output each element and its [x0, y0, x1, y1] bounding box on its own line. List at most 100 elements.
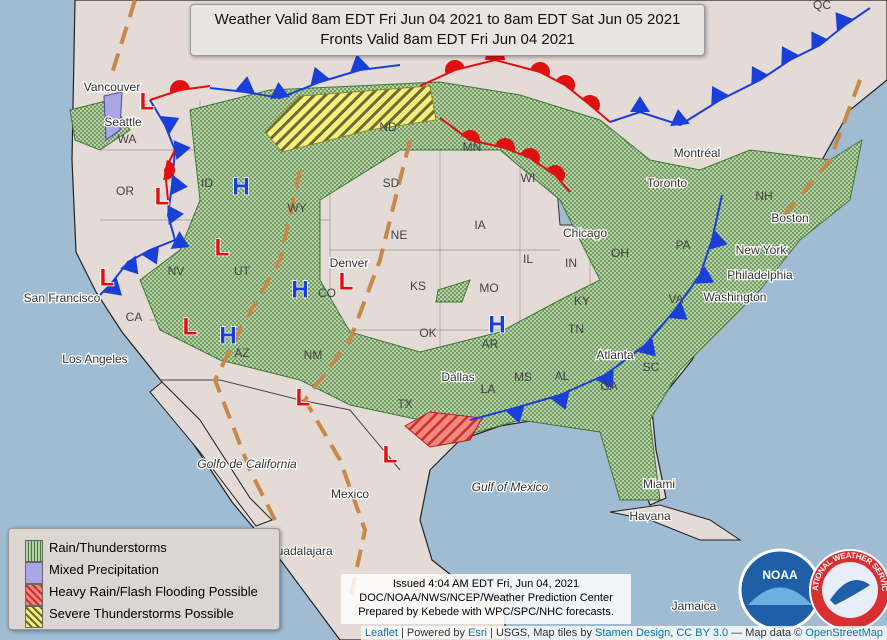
state-label: MO: [479, 281, 498, 295]
noaa-text: NOAA: [762, 568, 798, 582]
legend-swatch: [25, 539, 43, 562]
pressure-center: L: [296, 384, 311, 411]
place-label: Philadelphia: [727, 268, 793, 282]
place-label: Dallas: [441, 370, 474, 384]
state-label: IA: [474, 218, 485, 232]
state-label: TN: [568, 322, 584, 336]
place-label: Montréal: [674, 146, 721, 160]
place-label: Chicago: [563, 226, 607, 240]
legend-label: Severe Thunderstorms Possible: [49, 605, 234, 621]
state-label: CO: [318, 286, 336, 300]
place-label: Havana: [629, 509, 671, 523]
title-line: Fronts Valid 8am EDT Fri Jun 04 2021: [320, 31, 575, 48]
place-label: Toronto: [647, 176, 687, 190]
place-label: Atlanta: [596, 348, 634, 362]
attribution-link[interactable]: CC BY 3.0: [676, 627, 729, 639]
place-label: Boston: [771, 211, 808, 225]
attribution-link[interactable]: Leaflet: [364, 627, 398, 639]
attribution-link[interactable]: OpenStreetMap: [805, 627, 883, 639]
attribution-text: ,: [670, 627, 677, 639]
legend-item: Heavy Rain/Flash Flooding Possible: [17, 580, 279, 606]
pressure-center: L: [339, 268, 354, 295]
state-label: NV: [168, 264, 185, 278]
place-label: Los Angeles: [62, 352, 127, 366]
place-label: Jamaica: [672, 599, 717, 613]
legend-label: Heavy Rain/Flash Flooding Possible: [49, 583, 258, 599]
place-label: Vancouver: [84, 80, 140, 94]
legend-swatch: [25, 605, 43, 628]
state-label: AZ: [234, 346, 249, 360]
state-label: OK: [419, 326, 436, 340]
state-label: CA: [126, 310, 143, 324]
state-label: SC: [643, 360, 660, 374]
baja: [149, 381, 273, 527]
state-label: KY: [574, 294, 590, 308]
state-label: PA: [675, 238, 690, 252]
state-label: NE: [391, 228, 408, 242]
state-label: MS: [514, 370, 532, 384]
place-label: New York: [736, 243, 788, 257]
pressure-center: L: [383, 441, 398, 468]
state-label: QC: [813, 0, 831, 12]
legend-item: Mixed Precipitation: [17, 558, 279, 584]
state-label: WI: [521, 171, 536, 185]
state-label: WY: [287, 201, 306, 215]
place-label: Guadalajara: [267, 544, 333, 558]
pressure-center: L: [155, 183, 170, 210]
state-label: ND: [379, 120, 397, 134]
title-box: Weather Valid 8am EDT Fri Jun 04 2021 to…: [190, 4, 705, 56]
pressure-center: H: [488, 311, 505, 338]
issued-line: Prepared by Kebede with WPC/SPC/NHC fore…: [358, 606, 614, 618]
state-label: KS: [410, 279, 426, 293]
fronts: [99, 7, 871, 424]
legend-label: Mixed Precipitation: [49, 561, 159, 577]
issued-box: Issued 4:04 AM EDT Fri, Jun 04, 2021 DOC…: [341, 574, 631, 624]
place-label: Denver: [330, 256, 369, 270]
legend-swatch: [25, 561, 43, 584]
pressure-center: L: [100, 264, 115, 291]
attribution-text: — Map data ©: [728, 627, 806, 639]
noaa-logo: NOAA: [738, 548, 822, 632]
place-label: San Francisco: [24, 291, 101, 305]
attribution-text: | USGS, Map tiles by: [487, 627, 596, 639]
legend-swatch: [25, 583, 43, 606]
state-label: UT: [234, 264, 251, 278]
attribution: Leaflet | Powered by Esri | USGS, Map ti…: [360, 626, 887, 640]
legend-label: Rain/Thunderstorms: [49, 539, 167, 555]
place-label: Miami: [643, 477, 675, 491]
cuba: [609, 504, 742, 541]
place-label: Mexico: [331, 487, 369, 501]
state-label: GA: [600, 379, 617, 393]
state-label: VA: [668, 292, 683, 306]
pressure-center: L: [183, 313, 198, 340]
state-label: NM: [304, 348, 323, 362]
issued-line: Issued 4:04 AM EDT Fri, Jun 04, 2021: [392, 578, 580, 590]
legend-item: Severe Thunderstorms Possible: [17, 602, 279, 628]
state-label: ID: [201, 176, 213, 190]
attribution-link[interactable]: Stamen Design: [595, 627, 671, 639]
state-label: MN: [463, 140, 482, 154]
place-label: Washington: [704, 290, 767, 304]
pressure-center: H: [232, 173, 249, 200]
state-label: NH: [755, 189, 772, 203]
attribution-link[interactable]: Esri: [468, 627, 487, 639]
state-label: SD: [383, 176, 400, 190]
legend: Rain/Thunderstorms Mixed Precipitation Hea…: [8, 528, 280, 630]
state-label: TX: [397, 397, 412, 411]
state-label: IL: [523, 252, 533, 266]
pressure-center: H: [291, 276, 308, 303]
pressure-center: H: [219, 322, 236, 349]
state-label: AL: [555, 369, 570, 383]
state-label: WA: [118, 132, 137, 146]
place-label: Golfo de California: [197, 457, 297, 471]
state-label: OH: [611, 246, 629, 260]
state-label: AR: [482, 337, 499, 351]
state-label: IN: [565, 256, 577, 270]
place-label: Seattle: [104, 115, 142, 129]
title-line: Weather Valid 8am EDT Fri Jun 04 2021 to…: [214, 11, 681, 28]
pressure-center: L: [215, 234, 230, 261]
pressure-center: L: [140, 88, 155, 115]
attribution-text: | Powered by: [397, 627, 469, 639]
